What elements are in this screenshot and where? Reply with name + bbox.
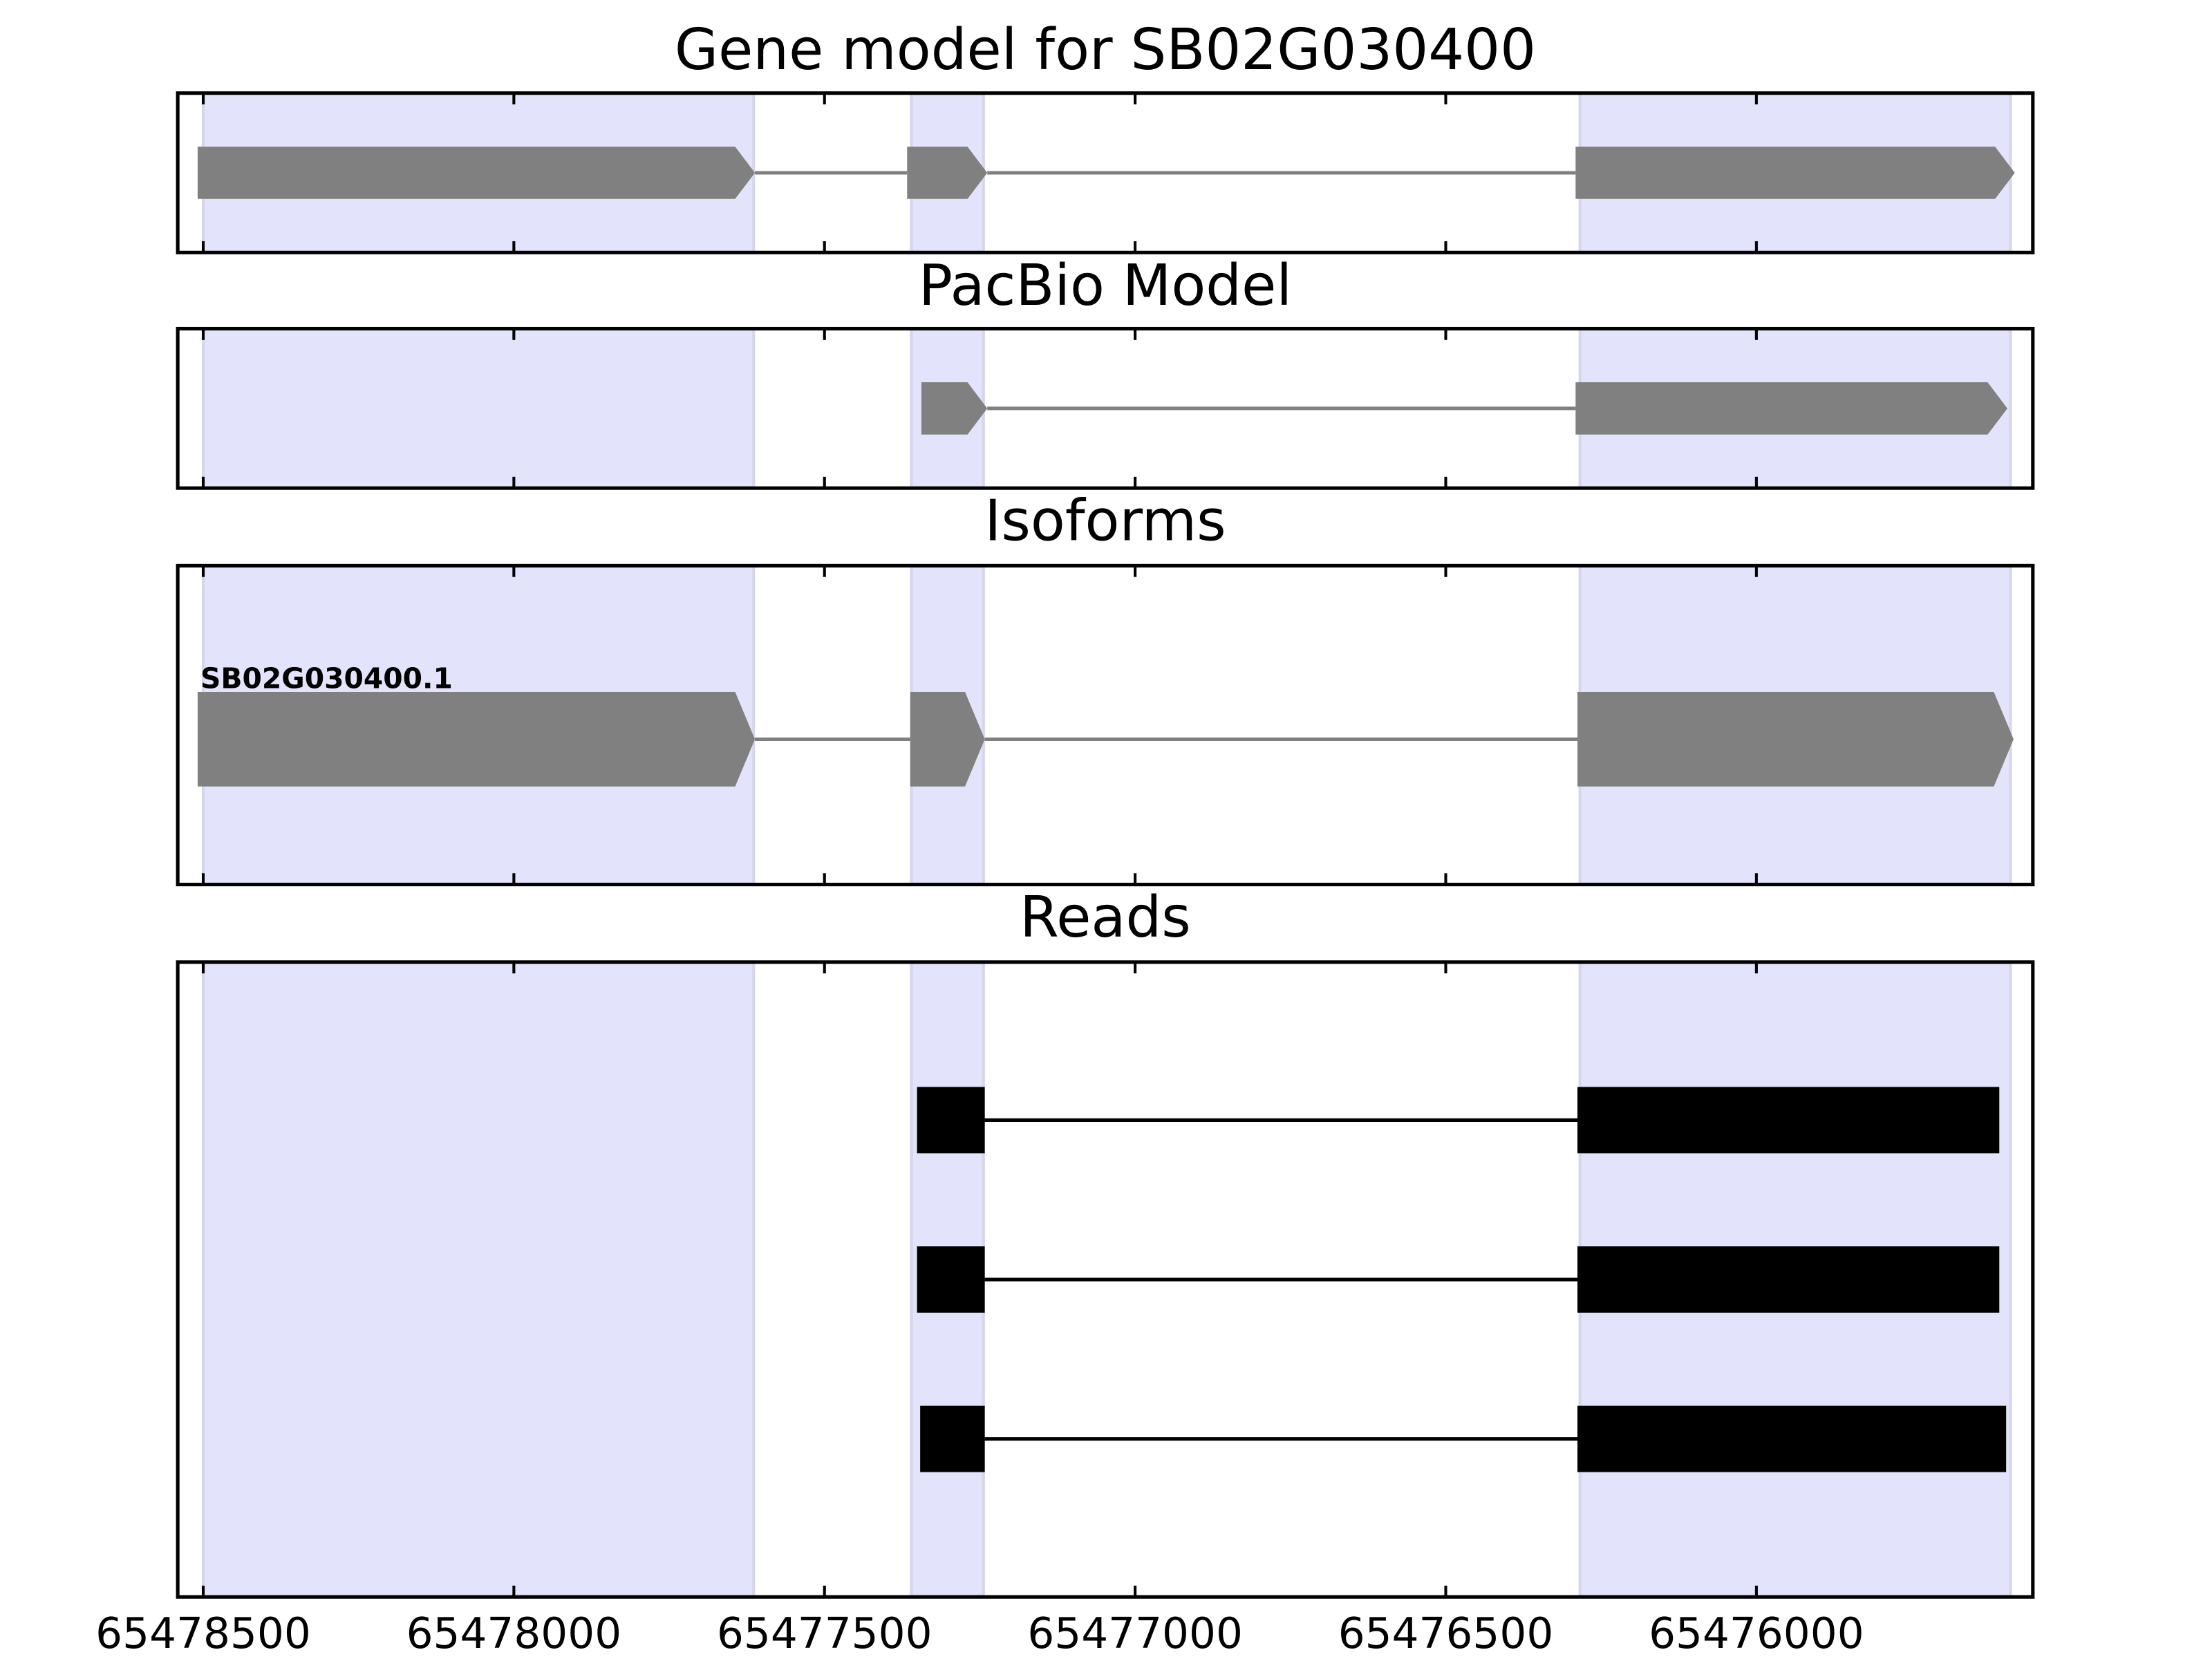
exon bbox=[1575, 147, 2015, 199]
exon bbox=[197, 147, 756, 199]
x-tick-label: 65477000 bbox=[1027, 1609, 1243, 1658]
x-tick-label: 65476500 bbox=[1338, 1609, 1554, 1658]
exon bbox=[921, 382, 988, 435]
isoform-label: SB02G030400.1 bbox=[200, 662, 453, 695]
exon bbox=[197, 692, 756, 787]
panel-title: Reads bbox=[1020, 885, 1191, 950]
exon bbox=[907, 147, 988, 199]
read-block bbox=[917, 1087, 985, 1154]
panel-frame bbox=[176, 91, 2035, 254]
highlight-region bbox=[201, 960, 756, 1599]
exon bbox=[1575, 382, 2007, 435]
x-tick-label: 65477500 bbox=[717, 1609, 932, 1658]
read-block bbox=[917, 1246, 985, 1313]
x-tick-label: 65478000 bbox=[406, 1609, 622, 1658]
panel-title: Gene model for SB02G030400 bbox=[675, 17, 1536, 83]
exon bbox=[1577, 692, 2014, 787]
panel-title: PacBio Model bbox=[919, 253, 1292, 319]
read-block bbox=[920, 1405, 985, 1472]
highlight-region bbox=[201, 327, 756, 490]
x-tick-label: 65478500 bbox=[95, 1609, 311, 1658]
panel-frame bbox=[176, 960, 2035, 1599]
panel-title: Isoforms bbox=[984, 489, 1226, 554]
x-tick-label: 65476000 bbox=[1649, 1609, 1864, 1658]
panel-frame bbox=[176, 563, 2035, 887]
read-block bbox=[1577, 1087, 2000, 1154]
read-block bbox=[1577, 1405, 2007, 1472]
panel-frame bbox=[176, 326, 2035, 490]
exon bbox=[910, 692, 985, 787]
read-block bbox=[1577, 1246, 2000, 1313]
